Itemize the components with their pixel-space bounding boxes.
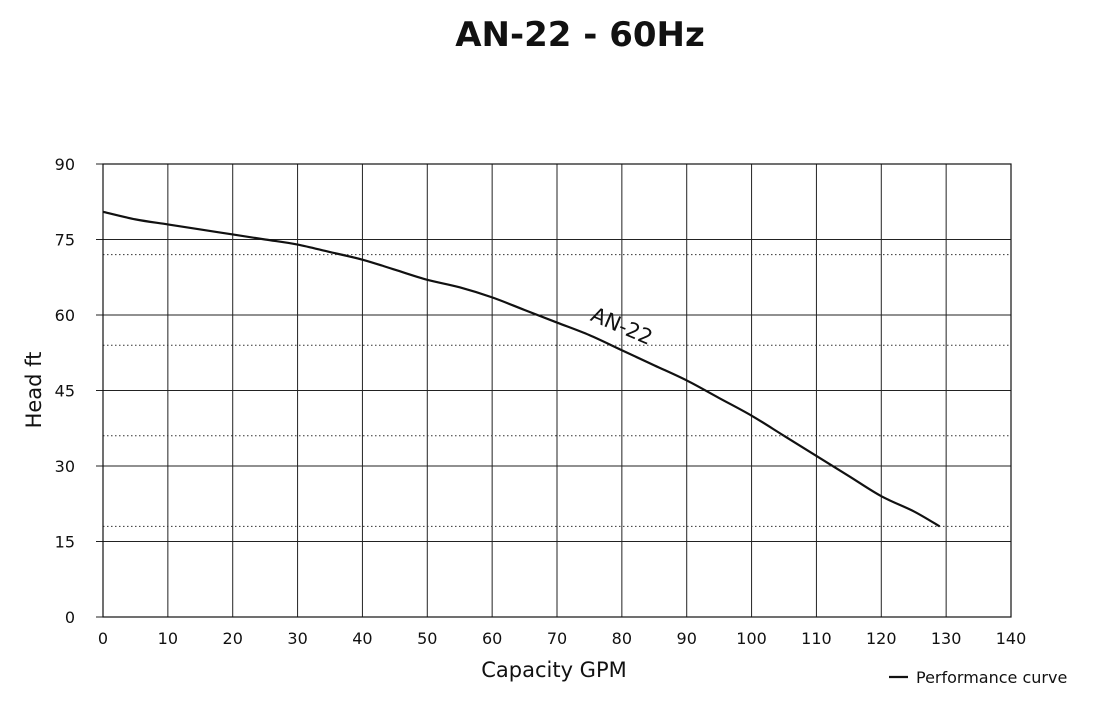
x-tick-label: 0 [98, 629, 108, 648]
x-tick-label: 10 [158, 629, 178, 648]
x-axis-label: Capacity GPM [481, 658, 627, 682]
x-tick-label: 120 [866, 629, 897, 648]
x-tick-labels: 0 10 20 30 40 50 60 70 80 90 100 110 120 130 140 [98, 629, 1026, 648]
y-tick-label: 45 [55, 382, 75, 401]
dotted-reference-lines [103, 254, 1011, 527]
x-tick-label: 110 [801, 629, 832, 648]
x-tick-label: 70 [547, 629, 567, 648]
plot-frame [102, 163, 1012, 618]
x-tick-label: 40 [352, 629, 372, 648]
x-tick-label: 140 [996, 629, 1027, 648]
y-tick-label: 15 [55, 533, 75, 552]
performance-curve-line [102, 210, 941, 528]
chart-title: AN-22 - 60Hz [455, 15, 705, 55]
y-tick-label: 30 [55, 457, 75, 476]
y-axis-label: Head ft [22, 352, 46, 429]
x-tick-label: 130 [931, 629, 962, 648]
x-tick-label: 80 [612, 629, 632, 648]
x-tick-label: 100 [736, 629, 767, 648]
x-tick-label: 50 [417, 629, 437, 648]
y-tick-labels: 0 15 30 45 60 75 90 [55, 155, 75, 627]
x-tick-label: 20 [223, 629, 243, 648]
y-tick-label: 0 [65, 608, 75, 627]
grid [96, 163, 1012, 618]
x-tick-label: 90 [677, 629, 697, 648]
y-tick-label: 60 [55, 306, 75, 325]
legend-label: Performance curve [916, 668, 1067, 687]
x-tick-label: 30 [287, 629, 307, 648]
x-tick-label: 60 [482, 629, 502, 648]
y-tick-label: 90 [55, 155, 75, 174]
y-tick-label: 75 [55, 231, 75, 250]
